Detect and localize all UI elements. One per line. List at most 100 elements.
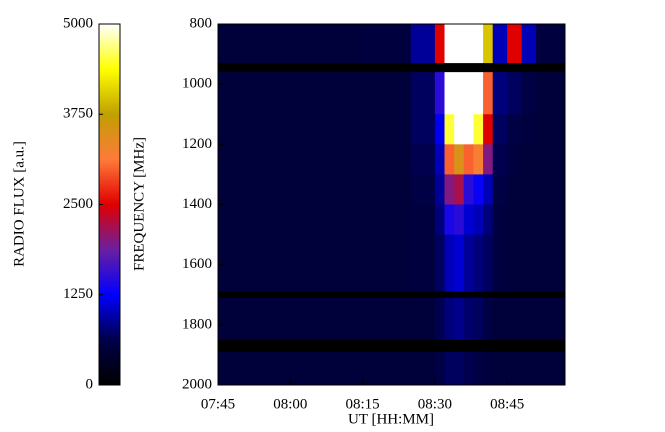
heatmap-cell bbox=[521, 174, 537, 205]
heatmap-cell bbox=[218, 114, 363, 145]
heatmap-cell bbox=[483, 72, 494, 115]
heatmap-cell bbox=[410, 24, 436, 64]
heatmap-cell bbox=[473, 234, 484, 293]
y-tick-label: 2000 bbox=[182, 376, 212, 392]
heatmap-cell bbox=[454, 297, 465, 341]
heatmap-cell bbox=[463, 204, 474, 235]
heatmap-cell bbox=[444, 63, 455, 73]
heatmap-cell bbox=[492, 24, 508, 64]
heatmap-cell bbox=[444, 144, 455, 175]
colorbar-tick-label: 2500 bbox=[63, 196, 93, 212]
heatmap-cell bbox=[454, 351, 465, 386]
heatmap-cell bbox=[362, 144, 412, 175]
heatmap-cell bbox=[507, 72, 523, 115]
heatmap-cell bbox=[410, 351, 436, 386]
heatmap-cell bbox=[454, 291, 465, 299]
heatmap-cell bbox=[536, 204, 566, 235]
heatmap-cell bbox=[410, 291, 436, 299]
heatmap-cell bbox=[362, 114, 412, 145]
heatmap-cell bbox=[434, 291, 445, 299]
heatmap-cell bbox=[521, 63, 537, 73]
heatmap-cell bbox=[434, 297, 445, 341]
heatmap-cell bbox=[473, 204, 484, 235]
heatmap-cell bbox=[454, 24, 465, 64]
heatmap-cell bbox=[492, 72, 508, 115]
heatmap-cell bbox=[434, 351, 445, 386]
x-tick-label: 08:45 bbox=[490, 396, 524, 412]
heatmap-cell bbox=[410, 339, 436, 353]
heatmap-cell bbox=[473, 114, 484, 145]
colorbar-tick-label: 3750 bbox=[63, 106, 93, 122]
heatmap-cell bbox=[492, 291, 508, 299]
heatmap-cell bbox=[463, 24, 474, 64]
heatmap-cell bbox=[444, 339, 455, 353]
heatmap-cell bbox=[434, 24, 445, 64]
colorbar-tick-label: 5000 bbox=[63, 15, 93, 31]
heatmap-cell bbox=[362, 24, 412, 64]
heatmap-cell bbox=[410, 63, 436, 73]
heatmap-cell bbox=[444, 114, 455, 145]
heatmap-cell bbox=[410, 72, 436, 115]
heatmap-cell bbox=[507, 339, 523, 353]
heatmap-cell bbox=[410, 297, 436, 341]
y-tick-label: 1000 bbox=[182, 76, 212, 92]
heatmap-cell bbox=[536, 339, 566, 353]
heatmap-cell bbox=[492, 339, 508, 353]
heatmap-cell bbox=[444, 351, 455, 386]
heatmap-cell bbox=[463, 174, 474, 205]
colorbar-tick-label: 1250 bbox=[63, 286, 93, 302]
x-tick-label: 07:45 bbox=[201, 396, 235, 412]
heatmap-cell bbox=[521, 144, 537, 175]
heatmap-cell bbox=[492, 144, 508, 175]
heatmap-cell bbox=[483, 63, 494, 73]
heatmap-cell bbox=[473, 297, 484, 341]
heatmap-cell bbox=[362, 63, 412, 73]
heatmap-cell bbox=[473, 339, 484, 353]
colorbar-tick-label: 0 bbox=[86, 376, 94, 392]
heatmap-cell bbox=[521, 234, 537, 293]
heatmap-cell bbox=[218, 174, 363, 205]
heatmap-cell bbox=[444, 204, 455, 235]
heatmap-cell bbox=[483, 204, 494, 235]
heatmap-cell bbox=[444, 291, 455, 299]
heatmap-cell bbox=[536, 291, 566, 299]
y-tick-label: 1800 bbox=[182, 316, 212, 332]
heatmap-cell bbox=[473, 351, 484, 386]
heatmap-cell bbox=[483, 174, 494, 205]
heatmap-cell bbox=[536, 174, 566, 205]
heatmap-cell bbox=[473, 24, 484, 64]
heatmap-cell bbox=[434, 234, 445, 293]
heatmap-cell bbox=[507, 291, 523, 299]
heatmap-cell bbox=[463, 291, 474, 299]
heatmap-cell bbox=[473, 63, 484, 73]
heatmap-cell bbox=[507, 204, 523, 235]
heatmap-cell bbox=[536, 24, 566, 64]
heatmap-cell bbox=[521, 291, 537, 299]
heatmap-cell bbox=[483, 24, 494, 64]
heatmap-cell bbox=[473, 144, 484, 175]
heatmap-cell bbox=[434, 204, 445, 235]
heatmap-cell bbox=[410, 174, 436, 205]
heatmap-cell bbox=[218, 339, 363, 353]
heatmap-cell bbox=[218, 144, 363, 175]
heatmap-cell bbox=[362, 297, 412, 341]
heatmap-cell bbox=[473, 72, 484, 115]
y-axis-label: FREQUENCY [MHz] bbox=[131, 137, 147, 271]
heatmap-cell bbox=[218, 72, 363, 115]
heatmap-cell bbox=[434, 339, 445, 353]
heatmap-cell bbox=[536, 114, 566, 145]
heatmap-cell bbox=[463, 72, 474, 115]
heatmap-cell bbox=[434, 144, 445, 175]
heatmap-cell bbox=[410, 144, 436, 175]
heatmap-cell bbox=[483, 297, 494, 341]
x-tick-label: 08:30 bbox=[418, 396, 452, 412]
heatmap-cell bbox=[536, 144, 566, 175]
colorbar-label: RADIO FLUX [a.u.] bbox=[11, 141, 27, 267]
heatmap-cell bbox=[507, 24, 523, 64]
heatmap-cell bbox=[521, 204, 537, 235]
heatmap-cell bbox=[434, 114, 445, 145]
heatmap-cell bbox=[536, 234, 566, 293]
heatmap-cell bbox=[454, 72, 465, 115]
heatmap-cell bbox=[492, 204, 508, 235]
